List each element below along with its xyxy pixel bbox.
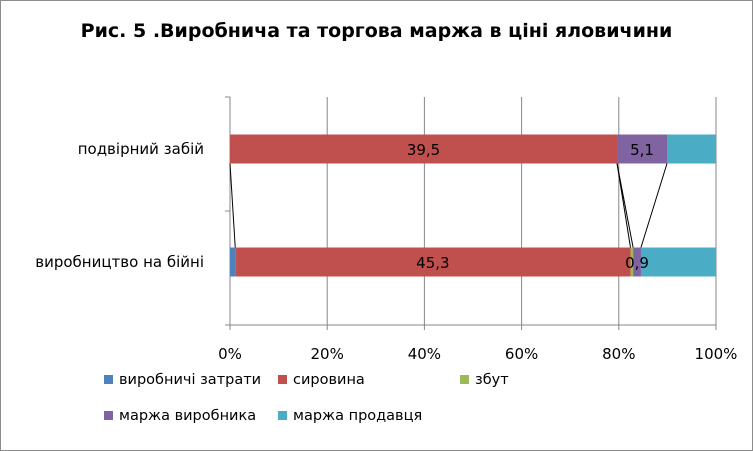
legend-swatch <box>104 375 113 384</box>
chart-title: Рис. 5 .Виробнича та торгова маржа в цін… <box>80 20 673 42</box>
data-label: 5,1 <box>630 141 654 159</box>
series-line <box>229 163 236 248</box>
bar-segment <box>640 247 716 277</box>
bar-segment <box>235 247 631 277</box>
legend-item: сировина <box>278 372 365 388</box>
legend-label: маржа виробника <box>119 408 257 424</box>
series-line <box>640 163 668 248</box>
data-label: 39,5 <box>407 141 440 159</box>
legend-swatch <box>278 411 287 420</box>
category-label: подвірний забій <box>78 140 204 158</box>
legend-item: виробничі затрати <box>104 372 261 388</box>
legend-item: маржа продавця <box>278 408 422 424</box>
x-tick-label: 20% <box>311 345 344 363</box>
legend-swatch <box>278 375 287 384</box>
x-tick-label: 80% <box>602 345 635 363</box>
legend-label: сировина <box>293 372 365 388</box>
bar-segment <box>667 134 716 164</box>
x-tick-label: 100% <box>695 345 738 363</box>
legend-item: збут <box>460 372 509 388</box>
data-label: 0,9 <box>625 254 649 272</box>
x-tick-label: 40% <box>408 345 441 363</box>
legend-label: виробничі затрати <box>119 372 262 388</box>
legend-swatch <box>104 411 113 420</box>
bar-segment <box>230 247 236 277</box>
series-line <box>616 163 634 248</box>
bar-segment <box>230 134 618 164</box>
bar-segment <box>617 134 668 164</box>
legend-item: маржа виробника <box>104 408 256 424</box>
x-tick-label: 60% <box>505 345 538 363</box>
legend-label: збут <box>475 372 509 388</box>
legend-swatch <box>460 375 469 384</box>
data-label: 45,3 <box>416 254 449 272</box>
bar-segment <box>630 247 634 277</box>
legend-label: маржа продавця <box>293 408 423 424</box>
category-label: виробництво на бійні <box>35 253 204 271</box>
bar-segment <box>633 247 641 277</box>
x-tick-label: 0% <box>218 345 242 363</box>
chart-legend: виробничі затрати сировина збут маржа вироб… <box>104 372 664 442</box>
